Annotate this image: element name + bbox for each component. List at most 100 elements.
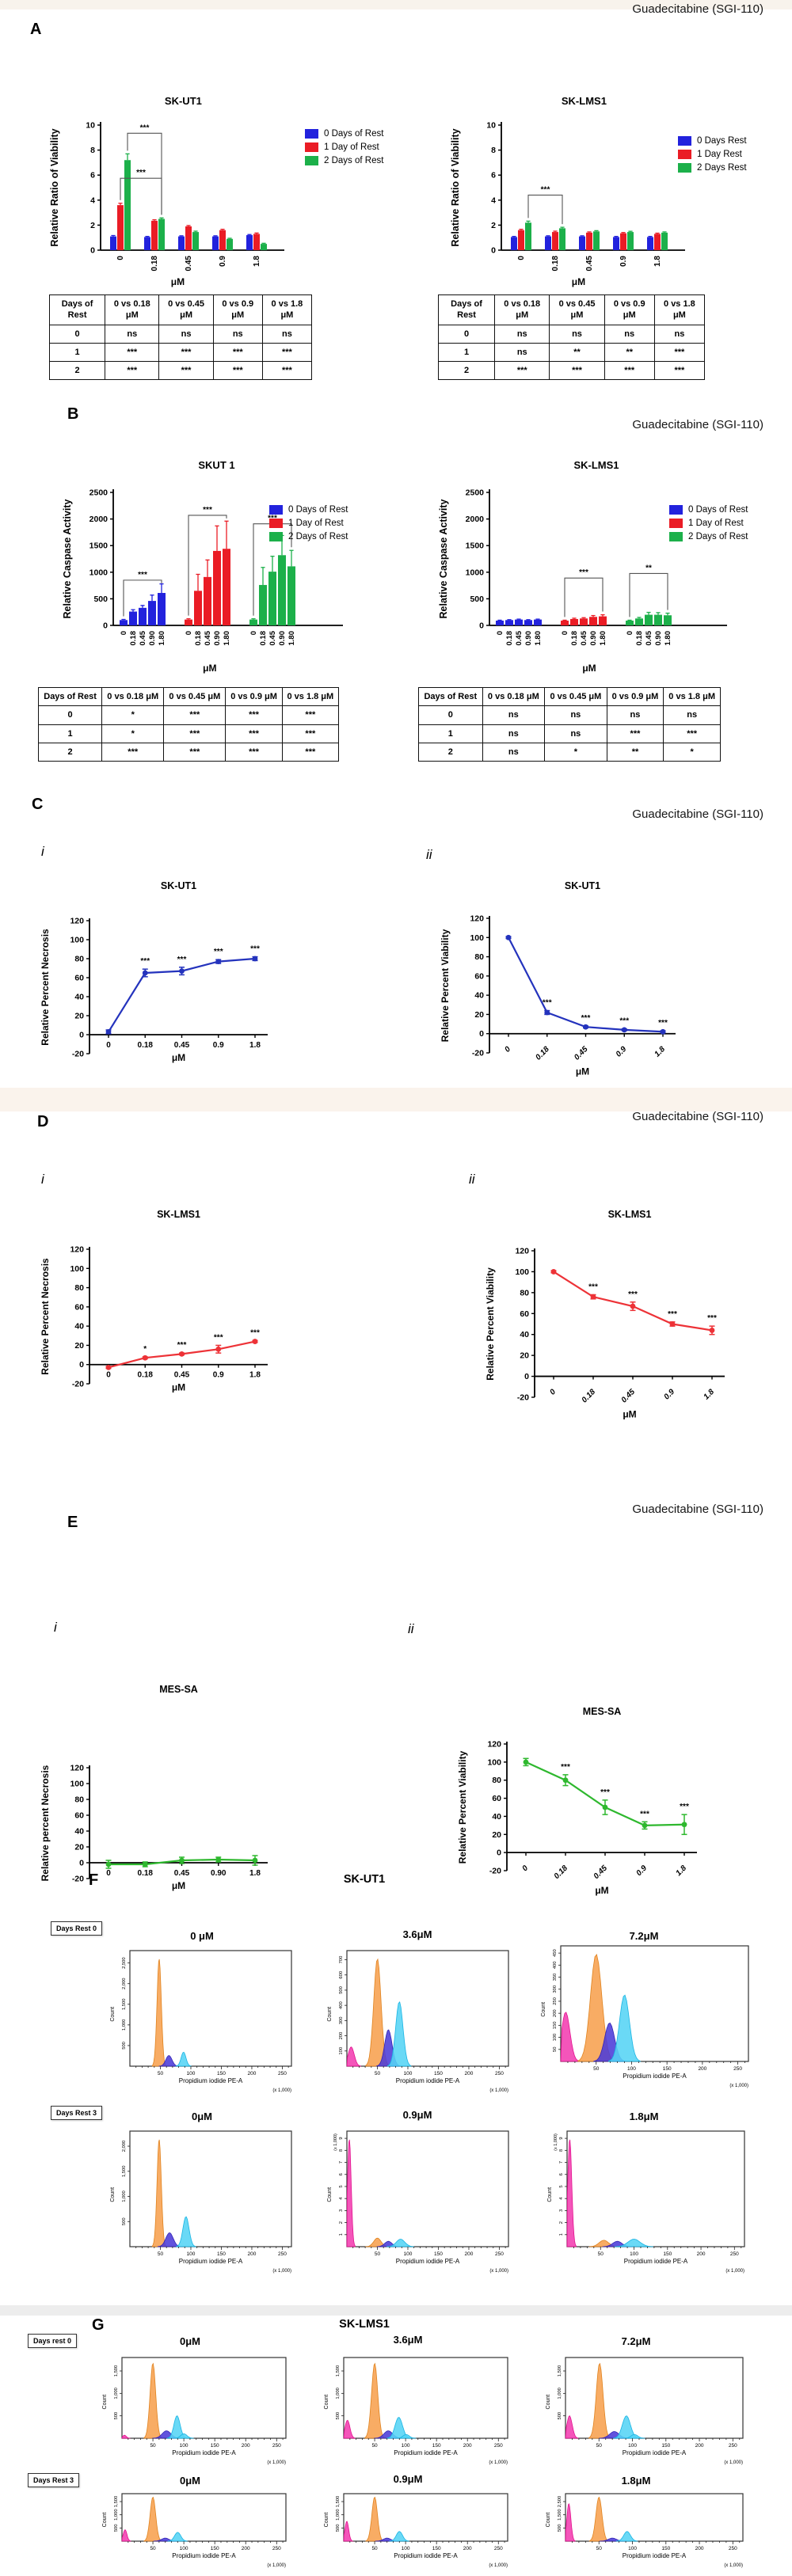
svg-text:Propidium iodide PE-A: Propidium iodide PE-A: [179, 2077, 243, 2084]
svg-text:150: 150: [663, 2251, 672, 2257]
table-header-cell: Days of Rest: [418, 686, 483, 707]
svg-text:1.8: 1.8: [249, 1041, 261, 1050]
table-cell: ns: [604, 324, 655, 344]
svg-text:0.45: 0.45: [185, 256, 193, 272]
table-cell: 1: [48, 342, 106, 363]
significance-table: Days of Rest 0 vs 0.18 μM 0 vs 0.45 μM 0 vs…: [37, 686, 340, 762]
svg-text:Relative Percent Viability: Relative Percent Viability: [457, 1750, 468, 1864]
svg-text:Propidium iodide PE-A: Propidium iodide PE-A: [623, 2552, 687, 2559]
table-cell: 0: [37, 705, 103, 725]
svg-text:2000: 2000: [466, 515, 485, 524]
svg-text:100: 100: [70, 1264, 84, 1274]
table-cell: 2: [418, 742, 483, 762]
legend-swatch-blue: [678, 136, 691, 146]
svg-text:50: 50: [596, 2546, 603, 2551]
svg-text:0: 0: [520, 1864, 530, 1873]
svg-text:***: ***: [680, 1803, 689, 1811]
svg-text:1.8: 1.8: [675, 1864, 689, 1878]
svg-text:40: 40: [474, 991, 484, 1001]
legend-item: 2 Days of Rest: [669, 532, 748, 541]
legend-label: 2 Days of Rest: [688, 532, 748, 541]
table-cell: ***: [158, 342, 214, 363]
svg-text:100: 100: [404, 2251, 413, 2257]
svg-text:(x 1,000): (x 1,000): [333, 2133, 338, 2151]
svg-text:0.9: 0.9: [663, 1388, 677, 1402]
svg-text:SK-UT1: SK-UT1: [565, 880, 600, 891]
svg-text:120: 120: [70, 917, 84, 926]
conc-label: 0 μM: [190, 1930, 214, 1942]
svg-text:6: 6: [339, 2173, 344, 2175]
svg-text:1,500: 1,500: [558, 2509, 562, 2521]
svg-text:400: 400: [553, 1961, 558, 1969]
chart-b-skut1-caspase: SKUT 1 Relative Caspase Activity 0 500 1000 1…: [62, 459, 343, 674]
svg-text:250: 250: [730, 2251, 739, 2257]
svg-text:1.80: 1.80: [534, 631, 543, 646]
legend-swatch-blue: [269, 505, 283, 515]
svg-text:Propidium iodide PE-A: Propidium iodide PE-A: [623, 2073, 687, 2080]
days-rest-3-badge-f: Days Rest 3: [51, 2106, 103, 2120]
svg-text:-20: -20: [72, 1875, 84, 1884]
table-cell: ***: [653, 342, 706, 363]
svg-text:***: ***: [541, 185, 550, 194]
svg-text:0: 0: [524, 1372, 529, 1381]
panel-a-label: A: [30, 21, 42, 38]
conc-label: 1.8μM: [629, 2111, 659, 2122]
svg-text:2,000: 2,000: [122, 2141, 127, 2152]
table-cell: ***: [101, 742, 165, 762]
svg-text:Count: Count: [110, 2187, 116, 2202]
chart-c-viability: SK-UT1 Relative Percent Viability -20 0 20 40…: [440, 880, 676, 1077]
table-header-cell: 0 vs 0.18 μM: [494, 294, 550, 325]
table-cell: *: [544, 742, 607, 762]
svg-text:μM: μM: [172, 1382, 185, 1393]
svg-text:***: ***: [619, 1017, 629, 1026]
svg-text:9: 9: [339, 2137, 344, 2140]
svg-text:(x 1,000): (x 1,000): [267, 2460, 286, 2465]
svg-text:0.90: 0.90: [524, 631, 533, 646]
svg-text:60: 60: [74, 974, 84, 983]
svg-text:0: 0: [479, 1029, 484, 1039]
svg-text:200: 200: [463, 2443, 472, 2449]
svg-text:0.45: 0.45: [515, 630, 524, 645]
significance-table: Days of Rest 0 vs 0.18 μM 0 vs 0.45 μM 0 vs…: [437, 294, 706, 381]
svg-text:0.45: 0.45: [174, 1371, 190, 1380]
svg-text:SKUT 1: SKUT 1: [198, 459, 234, 471]
drug-header-c: Guadecitabine (SGI-110): [632, 807, 763, 821]
svg-text:100: 100: [180, 2443, 188, 2449]
flow-histogram-f-rest3-0um: 50 100 150 200 250 Propidium iodide PE-A (x 1,…: [110, 2130, 292, 2274]
svg-text:-20: -20: [472, 1049, 484, 1058]
svg-text:Propidium iodide PE-A: Propidium iodide PE-A: [623, 2449, 687, 2456]
svg-text:0: 0: [503, 1045, 512, 1054]
svg-text:0: 0: [106, 1869, 111, 1878]
svg-text:0.45: 0.45: [139, 630, 147, 645]
svg-text:1,000: 1,000: [122, 2190, 127, 2202]
panel-e-sub-i: i: [54, 1620, 57, 1635]
svg-text:***: ***: [250, 945, 260, 954]
svg-text:50: 50: [553, 2047, 558, 2052]
svg-text:40: 40: [74, 1322, 84, 1332]
svg-text:150: 150: [434, 2251, 443, 2257]
svg-text:500: 500: [93, 595, 108, 604]
svg-text:Relative Ratio of Viability: Relative Ratio of Viability: [450, 128, 461, 246]
svg-text:150: 150: [434, 2071, 443, 2076]
table-cell: 1: [37, 724, 103, 743]
svg-text:1,500: 1,500: [558, 2365, 562, 2377]
svg-text:1,500: 1,500: [114, 2496, 119, 2508]
panel-d-label: D: [37, 1113, 49, 1130]
table-cell: ns: [544, 705, 607, 725]
svg-text:0.18: 0.18: [505, 631, 514, 646]
svg-text:500: 500: [114, 2412, 119, 2420]
svg-text:(x 1,000): (x 1,000): [554, 2133, 558, 2151]
legend-b-left: 0 Days of Rest 1 Day of Rest 2 Days of R…: [269, 505, 348, 545]
svg-text:250: 250: [278, 2071, 287, 2076]
svg-text:***: ***: [177, 1341, 187, 1350]
table-header-cell: 0 vs 0.45 μM: [158, 294, 214, 325]
legend-item: 0 Days Rest: [678, 136, 747, 146]
svg-text:0: 0: [497, 1848, 501, 1858]
svg-text:0.18: 0.18: [138, 1371, 154, 1380]
table-cell: ns: [482, 705, 546, 725]
svg-text:100: 100: [630, 2251, 638, 2257]
svg-text:250: 250: [733, 2066, 742, 2072]
svg-text:120: 120: [470, 914, 484, 924]
svg-text:0: 0: [79, 1360, 84, 1370]
